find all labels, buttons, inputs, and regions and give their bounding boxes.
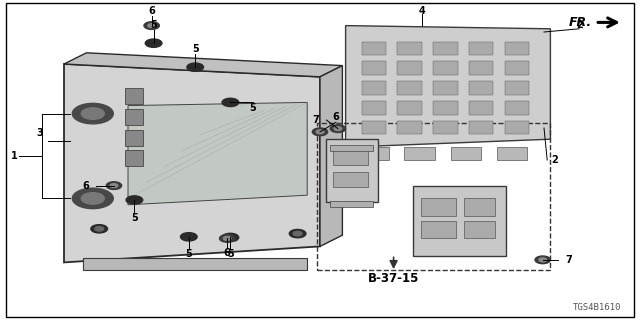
Bar [421,221,456,238]
Circle shape [293,231,302,236]
Bar [433,121,458,134]
Bar [464,198,495,216]
Text: 7: 7 [566,255,573,265]
Bar [362,81,386,95]
Circle shape [81,193,104,204]
Text: FR.: FR. [569,16,592,29]
Circle shape [330,125,346,132]
Bar [469,121,493,134]
Circle shape [535,256,550,264]
Text: 6: 6 [148,6,155,16]
Polygon shape [346,26,550,147]
Circle shape [72,188,113,209]
Bar [433,81,458,95]
Text: 5: 5 [131,213,138,223]
Bar [469,61,493,75]
Bar [469,81,493,95]
Bar [505,101,529,115]
Polygon shape [413,186,506,256]
Bar [317,123,550,270]
Circle shape [81,108,104,119]
Text: 5: 5 [150,20,157,30]
Bar [469,42,493,55]
Text: 5: 5 [186,249,192,259]
Bar [433,61,458,75]
Bar [397,81,422,95]
Bar [497,147,527,160]
Bar [505,42,529,55]
Text: 2: 2 [576,20,582,30]
Bar [125,130,143,146]
Bar [362,42,386,55]
Bar [464,221,495,238]
Polygon shape [326,139,378,202]
Circle shape [144,22,159,29]
Polygon shape [64,64,320,262]
Bar [83,258,307,270]
Circle shape [91,225,108,233]
Bar [397,101,422,115]
Text: 7: 7 [312,115,319,125]
Bar [125,150,143,166]
Text: 6: 6 [224,248,230,258]
Bar [397,42,422,55]
Bar [421,198,456,216]
Text: 5: 5 [192,44,198,54]
Text: TGS4B1610: TGS4B1610 [572,303,621,312]
Text: 2: 2 [552,155,558,165]
Bar [433,42,458,55]
Polygon shape [128,102,307,205]
Bar [505,61,529,75]
Circle shape [539,258,547,262]
Bar [505,81,529,95]
Circle shape [72,103,113,124]
Text: 3: 3 [36,128,43,138]
Bar [469,101,493,115]
Circle shape [222,233,239,242]
Text: 6: 6 [83,180,89,191]
Circle shape [180,233,197,241]
Circle shape [95,227,104,231]
Circle shape [126,196,143,204]
Text: 1: 1 [11,151,17,161]
Bar [362,101,386,115]
Polygon shape [320,66,342,246]
Circle shape [312,128,328,136]
Bar [397,121,422,134]
Circle shape [145,39,162,47]
Circle shape [223,236,231,240]
Text: 6: 6 [333,112,339,122]
Bar [333,149,368,165]
Bar [330,145,373,151]
Bar [505,121,529,134]
Polygon shape [64,53,342,77]
Bar [433,101,458,115]
Bar [125,88,143,104]
Text: 4: 4 [419,5,426,16]
Text: 5: 5 [227,249,234,259]
Text: 5: 5 [250,102,256,113]
Bar [404,147,435,160]
Circle shape [110,184,118,188]
Bar [125,109,143,125]
Bar [330,201,373,207]
Circle shape [106,182,122,189]
Circle shape [222,98,239,107]
Bar [362,121,386,134]
Circle shape [220,235,235,242]
Bar [333,172,368,187]
Bar [397,61,422,75]
Circle shape [187,63,204,71]
Bar [358,147,389,160]
Circle shape [289,229,306,238]
Circle shape [148,24,156,28]
Bar [451,147,481,160]
Bar [362,61,386,75]
Text: B-37-15: B-37-15 [368,272,419,285]
Circle shape [334,127,342,131]
Circle shape [316,130,324,134]
